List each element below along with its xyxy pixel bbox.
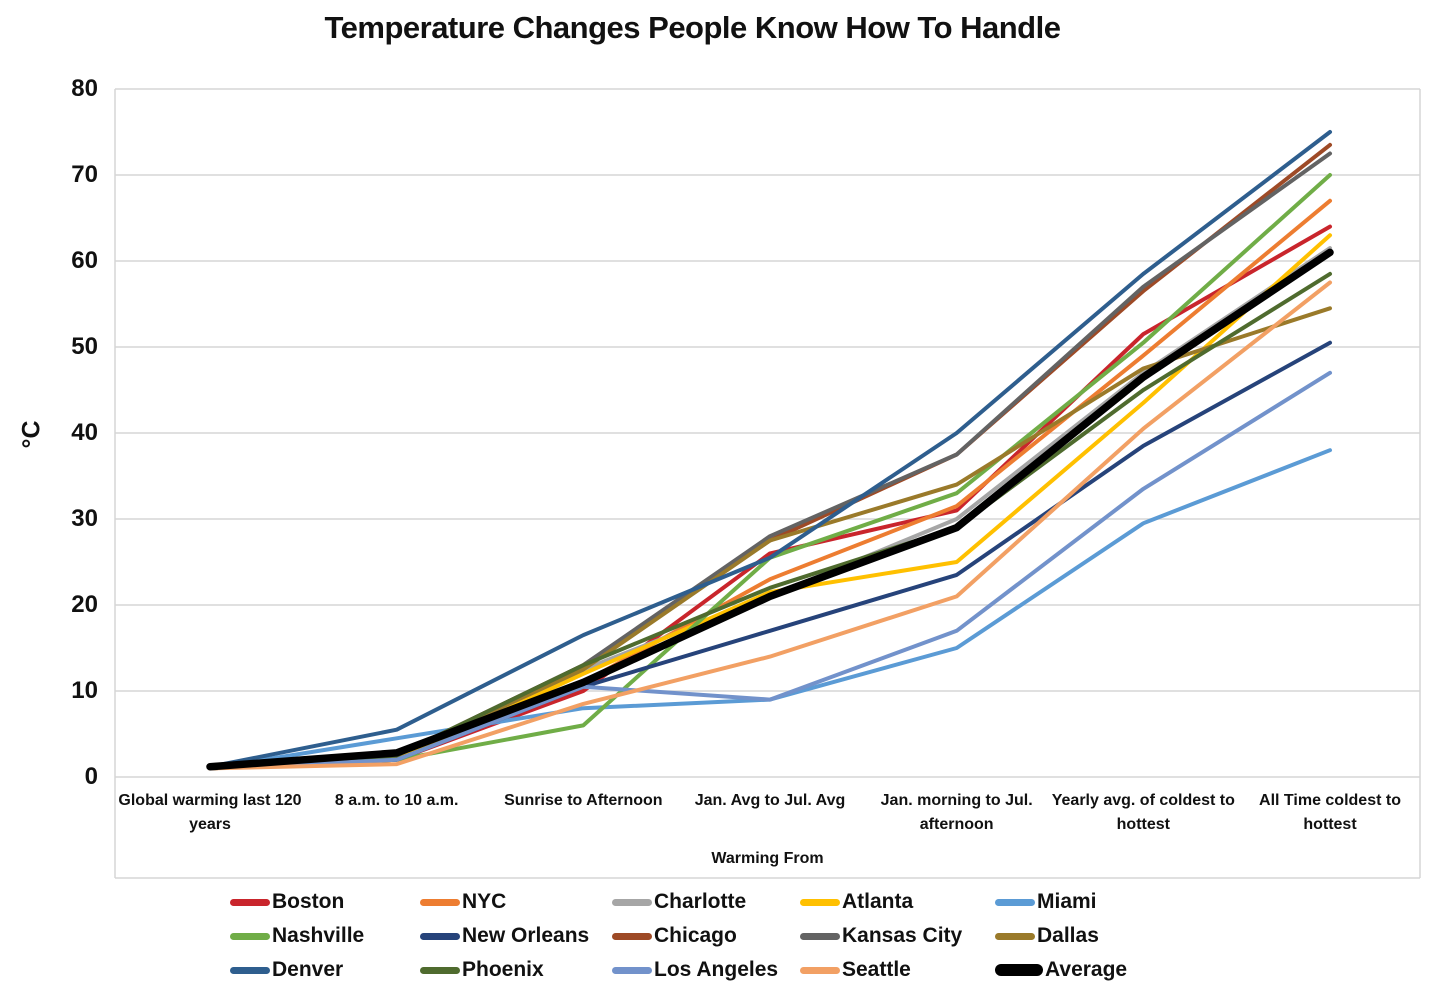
legend-label-seattle: Seattle bbox=[842, 958, 911, 981]
series-line-miami bbox=[208, 448, 1332, 771]
legend-swatch-los-angeles bbox=[612, 966, 652, 974]
legend-label-atlanta: Atlanta bbox=[842, 890, 914, 913]
series-line-denver bbox=[208, 130, 1332, 769]
x-category-label-1: 8 a.m. to 10 a.m. bbox=[334, 792, 459, 809]
y-tick-label-10: 10 bbox=[71, 677, 98, 704]
legend-label-los-angeles: Los Angeles bbox=[654, 958, 779, 981]
legend-item-charlotte: Charlotte bbox=[612, 888, 746, 916]
y-tick-label-0: 0 bbox=[84, 763, 98, 790]
series-line-average bbox=[206, 248, 1334, 771]
legend-item-phoenix: Phoenix bbox=[420, 956, 544, 984]
legend-item-boston: Boston bbox=[230, 888, 344, 916]
legend-label-new-orleans: New Orleans bbox=[462, 924, 590, 947]
legend-item-kansas-city: Kansas City bbox=[800, 922, 962, 950]
legend-item-new-orleans: New Orleans bbox=[420, 922, 589, 950]
legend-swatch-new-orleans bbox=[420, 932, 460, 940]
legend-item-los-angeles: Los Angeles bbox=[612, 956, 778, 984]
legend-label-average: Average bbox=[1045, 958, 1128, 981]
series-line-atlanta bbox=[208, 233, 1332, 771]
legend-swatch-boston bbox=[230, 898, 270, 906]
legend-item-nashville: Nashville bbox=[230, 922, 364, 950]
legend-swatch-charlotte bbox=[612, 898, 652, 906]
legend-label-miami: Miami bbox=[1037, 890, 1097, 913]
legend-label-boston: Boston bbox=[272, 890, 345, 913]
legend-label-nashville: Nashville bbox=[272, 924, 365, 947]
legend-swatch-chicago bbox=[612, 932, 652, 940]
chart-title: Temperature Changes People Know How To H… bbox=[324, 10, 1061, 45]
series-line-nyc bbox=[208, 198, 1332, 771]
legend-swatch-kansas-city bbox=[800, 932, 840, 940]
y-tick-label-80: 80 bbox=[71, 75, 98, 102]
legend-item-dallas: Dallas bbox=[995, 922, 1099, 950]
y-tick-label-50: 50 bbox=[71, 333, 98, 360]
y-tick-label-20: 20 bbox=[71, 591, 98, 618]
x-axis-title: Warming From bbox=[711, 850, 824, 867]
legend-label-chicago: Chicago bbox=[654, 924, 737, 947]
legend-swatch-average bbox=[995, 964, 1043, 976]
x-category-label-6: All Time coldest to hottest bbox=[1259, 792, 1401, 833]
legend-swatch-atlanta bbox=[800, 898, 840, 906]
x-category-label-5: Yearly avg. of coldest to hottest bbox=[1051, 792, 1235, 833]
legend-swatch-phoenix bbox=[420, 966, 460, 974]
series-line-seattle bbox=[208, 280, 1332, 771]
series-line-kansas-city bbox=[208, 151, 1332, 771]
legend-item-seattle: Seattle bbox=[800, 956, 911, 984]
legend-item-atlanta: Atlanta bbox=[800, 888, 913, 916]
series-line-phoenix bbox=[208, 271, 1332, 771]
legend-item-denver: Denver bbox=[230, 956, 343, 984]
series-line-chicago bbox=[208, 142, 1332, 771]
legend-label-nyc: NYC bbox=[462, 890, 507, 913]
x-category-label-0: Global warming last 120 years bbox=[118, 792, 302, 833]
legend-label-charlotte: Charlotte bbox=[654, 890, 747, 913]
x-category-label-4: Jan. morning to Jul. afternoon bbox=[880, 792, 1033, 833]
legend-label-phoenix: Phoenix bbox=[462, 958, 544, 981]
y-tick-label-40: 40 bbox=[71, 419, 98, 446]
legend-label-kansas-city: Kansas City bbox=[842, 924, 963, 947]
legend-swatch-denver bbox=[230, 966, 270, 974]
legend-item-nyc: NYC bbox=[420, 888, 506, 916]
legend-swatch-nyc bbox=[420, 898, 460, 906]
y-tick-label-30: 30 bbox=[71, 505, 98, 532]
x-category-label-2: Sunrise to Afternoon bbox=[504, 792, 663, 809]
y-tick-label-70: 70 bbox=[71, 161, 98, 188]
x-category-label-3: Jan. Avg to Jul. Avg bbox=[694, 792, 846, 809]
legend-label-denver: Denver bbox=[272, 958, 344, 981]
legend-swatch-miami bbox=[995, 898, 1035, 906]
y-tick-label-60: 60 bbox=[71, 247, 98, 274]
legend-item-average: Average bbox=[995, 956, 1127, 984]
legend-label-dallas: Dallas bbox=[1037, 924, 1099, 947]
series-line-los-angeles bbox=[208, 370, 1332, 771]
legend-item-chicago: Chicago bbox=[612, 922, 737, 950]
legend-item-miami: Miami bbox=[995, 888, 1097, 916]
series-line-boston bbox=[208, 224, 1332, 771]
legend-swatch-seattle bbox=[800, 966, 840, 974]
legend-swatch-nashville bbox=[230, 932, 270, 940]
series-line-nashville bbox=[208, 173, 1332, 771]
legend-swatch-dallas bbox=[995, 932, 1035, 940]
